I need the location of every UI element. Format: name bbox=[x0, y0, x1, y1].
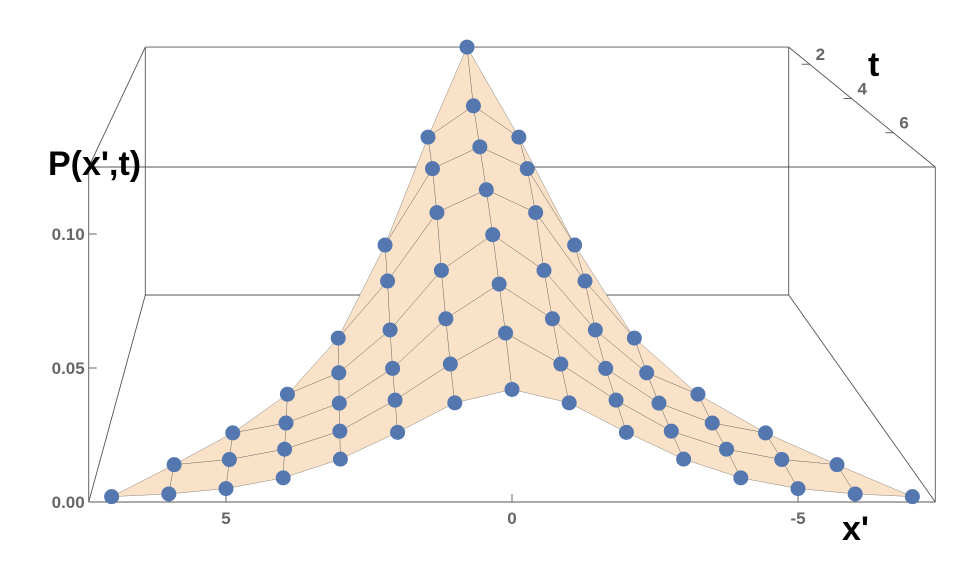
point bbox=[704, 415, 720, 431]
point bbox=[278, 415, 294, 431]
point bbox=[221, 452, 237, 468]
point bbox=[491, 276, 507, 292]
point bbox=[377, 237, 393, 253]
point bbox=[166, 457, 182, 473]
point bbox=[380, 273, 396, 289]
point bbox=[331, 395, 347, 411]
point bbox=[385, 360, 401, 376]
y-tick-label: 0.00 bbox=[52, 493, 85, 512]
point bbox=[485, 227, 501, 243]
point bbox=[676, 451, 692, 467]
box-edge bbox=[788, 294, 936, 503]
box-edge bbox=[88, 294, 146, 503]
x-tick-label: 5 bbox=[221, 509, 230, 528]
point bbox=[587, 322, 603, 338]
point bbox=[904, 489, 920, 505]
x-tick-label: -5 bbox=[790, 509, 805, 528]
point bbox=[420, 129, 436, 145]
point bbox=[544, 311, 560, 327]
x-axis-label: x' bbox=[842, 510, 869, 548]
t-tick-label: 6 bbox=[899, 114, 908, 133]
point bbox=[472, 139, 488, 155]
point bbox=[277, 441, 293, 457]
point bbox=[504, 381, 520, 397]
point bbox=[387, 392, 403, 408]
point bbox=[733, 470, 749, 486]
box-edge bbox=[88, 46, 146, 168]
point bbox=[608, 392, 624, 408]
y-tick-label: 0.10 bbox=[52, 225, 85, 244]
point bbox=[553, 356, 569, 372]
point bbox=[598, 360, 614, 376]
point bbox=[577, 273, 593, 289]
point bbox=[790, 481, 806, 497]
point bbox=[447, 395, 463, 411]
point bbox=[498, 325, 514, 341]
point bbox=[161, 486, 177, 502]
point bbox=[690, 386, 706, 402]
point bbox=[332, 423, 348, 439]
point bbox=[331, 365, 347, 381]
point bbox=[829, 457, 845, 473]
point bbox=[438, 311, 454, 327]
point bbox=[332, 451, 348, 467]
point bbox=[390, 424, 406, 440]
point bbox=[442, 356, 458, 372]
point bbox=[626, 330, 642, 346]
t-axis-label: t bbox=[868, 46, 879, 84]
point bbox=[330, 330, 346, 346]
point bbox=[758, 425, 774, 441]
y-tick-label: 0.05 bbox=[52, 359, 85, 378]
point bbox=[104, 489, 120, 505]
x-tick-label: 0 bbox=[507, 509, 516, 528]
point bbox=[847, 486, 863, 502]
point bbox=[719, 441, 735, 457]
point bbox=[465, 98, 481, 114]
point bbox=[459, 39, 475, 55]
point bbox=[433, 262, 449, 278]
point bbox=[528, 205, 544, 221]
point bbox=[651, 395, 667, 411]
point bbox=[561, 395, 577, 411]
point bbox=[275, 470, 291, 486]
t-tick-label: 4 bbox=[858, 79, 868, 98]
point bbox=[519, 161, 535, 177]
point bbox=[511, 129, 527, 145]
labels: P(x',t) t x' 5 0 -5 2 4 6 0.00 0.05 0.10 bbox=[48, 45, 909, 548]
point bbox=[225, 425, 241, 441]
point bbox=[218, 481, 234, 497]
points bbox=[104, 39, 920, 505]
point bbox=[567, 237, 583, 253]
point bbox=[424, 161, 440, 177]
point bbox=[618, 424, 634, 440]
point bbox=[279, 386, 295, 402]
point bbox=[429, 205, 445, 221]
point bbox=[382, 322, 398, 338]
box-edge bbox=[788, 46, 936, 168]
t-tick-label: 2 bbox=[816, 45, 825, 64]
point bbox=[478, 182, 494, 198]
point bbox=[536, 262, 552, 278]
point bbox=[774, 452, 790, 468]
point bbox=[639, 365, 655, 381]
point bbox=[663, 423, 679, 439]
surface bbox=[111, 46, 913, 497]
y-axis-label: P(x',t) bbox=[48, 145, 141, 183]
